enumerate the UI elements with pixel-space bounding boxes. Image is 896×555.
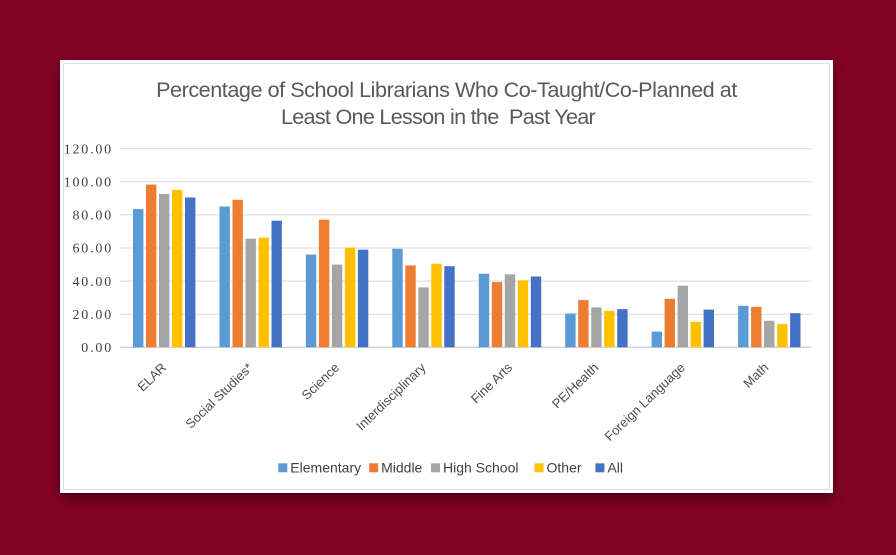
svg-text:ELAR: ELAR [134, 360, 169, 394]
svg-text:Math: Math [740, 360, 771, 391]
svg-text:100.00: 100.00 [64, 176, 113, 191]
svg-text:Fine Arts: Fine Arts [468, 360, 516, 407]
svg-text:Percentage of School Librarian: Percentage of School Librarians Who Co-T… [156, 77, 737, 102]
svg-text:60.00: 60.00 [73, 242, 114, 257]
svg-text:Least One Lesson in the Past: Least One Lesson in the Past Year [281, 104, 596, 129]
svg-text:40.00: 40.00 [73, 275, 114, 290]
svg-text:Elementary: Elementary [290, 460, 361, 476]
svg-text:Social Studies*: Social Studies* [182, 360, 255, 432]
svg-text:PE/Health: PE/Health [549, 360, 602, 411]
svg-text:20.00: 20.00 [73, 308, 114, 323]
svg-text:Other: Other [547, 460, 582, 476]
svg-text:All: All [607, 460, 623, 476]
svg-text:120.00: 120.00 [64, 142, 113, 157]
svg-text:Foreign Language: Foreign Language [602, 360, 688, 444]
svg-text:0.00: 0.00 [81, 341, 113, 356]
svg-text:Middle: Middle [381, 460, 422, 476]
svg-text:Science: Science [298, 360, 342, 403]
svg-text:High School: High School [443, 460, 519, 476]
svg-text:Interdisciplinary: Interdisciplinary [353, 360, 429, 434]
svg-text:80.00: 80.00 [73, 209, 114, 224]
